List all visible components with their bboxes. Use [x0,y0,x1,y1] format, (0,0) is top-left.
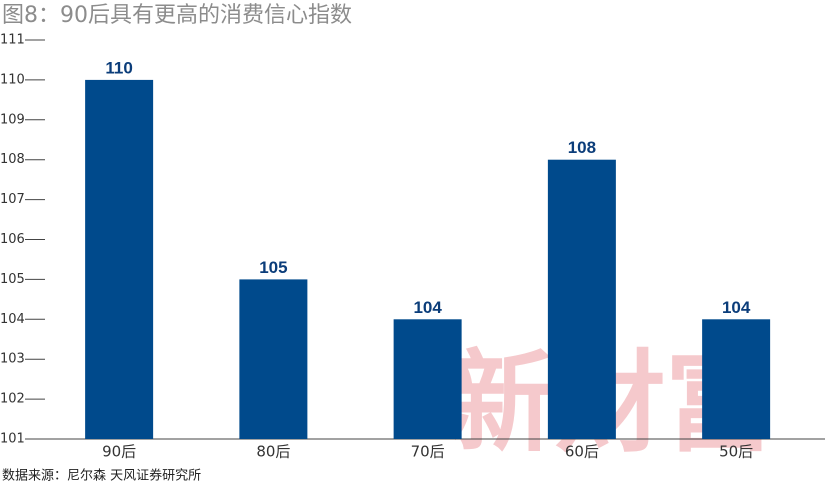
y-tick-label: 109 [0,112,25,127]
value-label: 104 [413,298,442,317]
x-tick-label: 90后 [102,443,136,461]
chart-title: 图8：90后具有更高的消费信心指数 [2,3,352,28]
bar [393,319,462,439]
y-tick-label: 110 [0,72,25,87]
value-label: 110 [105,58,132,77]
y-tick-label: 107 [0,192,25,207]
bar [239,279,308,439]
y-tick-label: 103 [0,352,25,367]
y-tick-label: 111 [0,33,25,48]
y-tick-label: 102 [0,392,25,407]
value-label: 108 [568,138,596,157]
y-tick-label: 106 [0,232,25,247]
bar [702,319,771,439]
x-tick-label: 50后 [719,443,753,461]
y-tick-label: 108 [0,152,25,167]
x-tick-label: 60后 [565,443,599,461]
y-tick-label: 101 [0,432,25,447]
bar [85,79,154,440]
value-label: 105 [259,258,287,277]
y-tick-label: 104 [0,312,25,327]
bar [547,159,616,439]
value-label: 104 [722,298,751,317]
y-tick-label: 105 [0,272,25,287]
source-note: 数据来源：尼尔森 天风证券研究所 [2,468,201,484]
x-tick-label: 80后 [256,443,290,461]
x-tick-label: 70后 [411,443,445,461]
